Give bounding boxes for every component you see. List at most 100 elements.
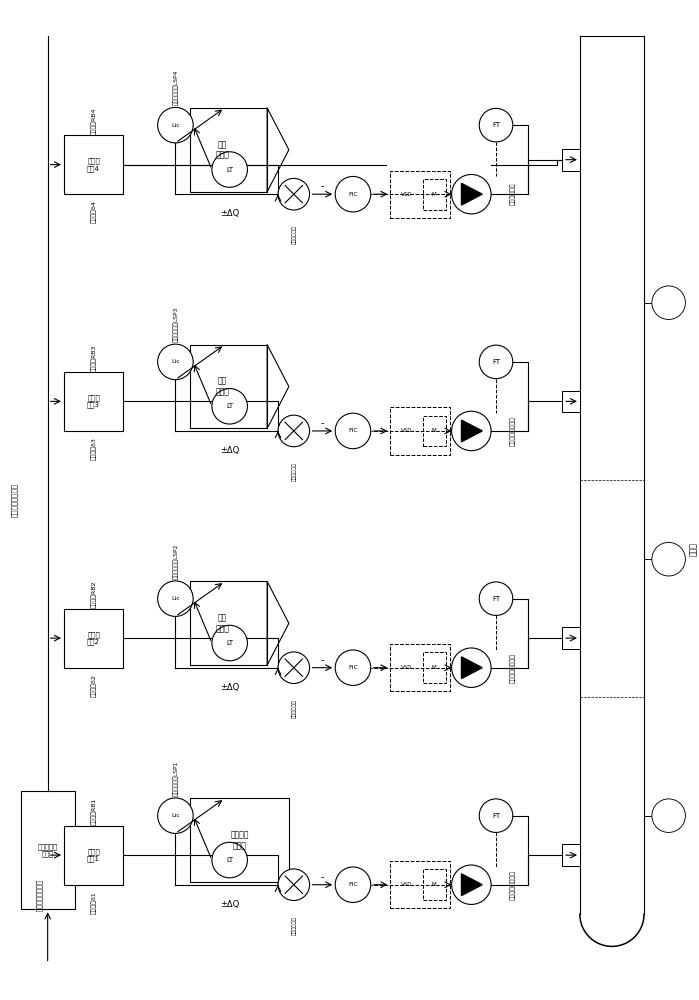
Circle shape: [158, 798, 193, 833]
Bar: [64, 609, 123, 668]
Text: FIC: FIC: [348, 192, 358, 197]
Text: 负荷主基准给定值: 负荷主基准给定值: [36, 879, 43, 911]
Polygon shape: [461, 657, 482, 679]
Circle shape: [278, 869, 310, 901]
Bar: [562, 391, 580, 412]
Polygon shape: [267, 108, 289, 192]
Text: FT: FT: [492, 359, 500, 365]
Text: VSD: VSD: [401, 665, 413, 670]
Text: 液位设定定值LSP2: 液位设定定值LSP2: [173, 543, 178, 579]
Bar: [423, 416, 445, 446]
Bar: [391, 644, 449, 691]
Text: 低温预热器给料泵: 低温预热器给料泵: [510, 870, 516, 900]
Text: 液位设定定值LSP4: 液位设定定值LSP4: [173, 70, 178, 105]
Text: 微调系数δ4: 微调系数δ4: [91, 201, 96, 223]
Text: VSD: VSD: [401, 882, 413, 887]
Polygon shape: [461, 874, 482, 896]
Bar: [423, 179, 445, 210]
Text: VSD: VSD: [401, 192, 413, 197]
Circle shape: [158, 107, 193, 143]
Text: 负荷分
配器1: 负荷分 配器1: [87, 848, 100, 862]
Bar: [423, 869, 445, 900]
Circle shape: [278, 415, 310, 447]
Bar: [391, 171, 449, 218]
Bar: [562, 844, 580, 866]
Text: Lic: Lic: [171, 813, 180, 818]
Text: FT: FT: [492, 813, 500, 819]
Text: 低温
预热器: 低温 预热器: [215, 614, 229, 633]
Text: 中温
预热器: 中温 预热器: [215, 377, 229, 396]
Text: FT: FT: [492, 596, 500, 602]
Text: -: -: [321, 181, 324, 191]
Text: Lic: Lic: [171, 359, 180, 364]
Polygon shape: [267, 581, 289, 665]
Circle shape: [212, 625, 247, 661]
Text: 额定负荷RB2: 额定负荷RB2: [91, 581, 96, 608]
Text: ±ΔQ: ±ΔQ: [220, 446, 239, 455]
Text: 高压釜: 高压釜: [689, 542, 698, 556]
Text: M: M: [432, 665, 437, 670]
Bar: [391, 861, 449, 908]
Text: 负荷分
配器2: 负荷分 配器2: [87, 631, 100, 645]
Circle shape: [452, 411, 491, 451]
Polygon shape: [461, 183, 482, 205]
Text: 额定负荷RB1: 额定负荷RB1: [91, 798, 96, 825]
Text: M: M: [432, 192, 437, 197]
Circle shape: [480, 799, 513, 832]
Bar: [64, 135, 123, 194]
Circle shape: [212, 152, 247, 187]
Text: FIC: FIC: [348, 428, 358, 433]
Text: 额定负荷RB4: 额定负荷RB4: [91, 107, 96, 135]
Text: 负荷分
配器4: 负荷分 配器4: [87, 157, 100, 172]
Bar: [391, 407, 449, 455]
Circle shape: [158, 344, 193, 380]
Text: M: M: [432, 882, 437, 887]
Polygon shape: [267, 345, 289, 428]
Text: FIC: FIC: [348, 882, 358, 887]
Text: 负荷分
配器3: 负荷分 配器3: [87, 394, 100, 408]
Text: FIC: FIC: [348, 665, 358, 670]
Circle shape: [336, 413, 370, 449]
Circle shape: [480, 582, 513, 615]
Text: LT: LT: [226, 403, 233, 409]
Text: 微调系数δ2: 微调系数δ2: [91, 674, 96, 697]
Circle shape: [336, 867, 370, 902]
Circle shape: [212, 389, 247, 424]
Circle shape: [480, 108, 513, 142]
Text: Lic: Lic: [171, 596, 180, 601]
Text: LT: LT: [226, 857, 233, 863]
Text: 微调系数δ3: 微调系数δ3: [91, 437, 96, 460]
Bar: [562, 149, 580, 171]
Circle shape: [336, 176, 370, 212]
Text: LT: LT: [226, 640, 233, 646]
Text: 微调系数δ1: 微调系数δ1: [91, 891, 96, 914]
Text: 负荷主基准
给定器: 负荷主基准 给定器: [38, 843, 57, 857]
Text: 高温
预热器: 高温 预热器: [215, 140, 229, 160]
Text: 中温预热器给料泵: 中温预热器给料泵: [510, 653, 516, 683]
Circle shape: [652, 542, 686, 576]
Text: LT: LT: [226, 167, 233, 173]
Bar: [562, 627, 580, 649]
Circle shape: [452, 865, 491, 904]
Text: -: -: [321, 872, 324, 882]
Text: FT: FT: [492, 122, 500, 128]
Bar: [423, 652, 445, 683]
Text: 持续积分控制: 持续积分控制: [291, 699, 296, 718]
Text: ±ΔQ: ±ΔQ: [220, 900, 239, 909]
Text: 持续积分控制: 持续积分控制: [291, 462, 296, 481]
Bar: [64, 372, 123, 431]
Text: 持续积分控制: 持续积分控制: [291, 916, 296, 935]
Circle shape: [336, 650, 370, 685]
Circle shape: [278, 178, 310, 210]
Bar: [190, 581, 267, 665]
Bar: [190, 798, 289, 882]
Text: ±ΔQ: ±ΔQ: [220, 683, 239, 692]
Bar: [190, 345, 267, 428]
Circle shape: [158, 581, 193, 616]
Circle shape: [452, 174, 491, 214]
Circle shape: [212, 842, 247, 878]
Text: Lic: Lic: [171, 123, 180, 128]
Text: 持续积分控制: 持续积分控制: [291, 225, 296, 244]
Circle shape: [480, 345, 513, 379]
Text: 液位设定定值LSP1: 液位设定定值LSP1: [173, 761, 178, 796]
